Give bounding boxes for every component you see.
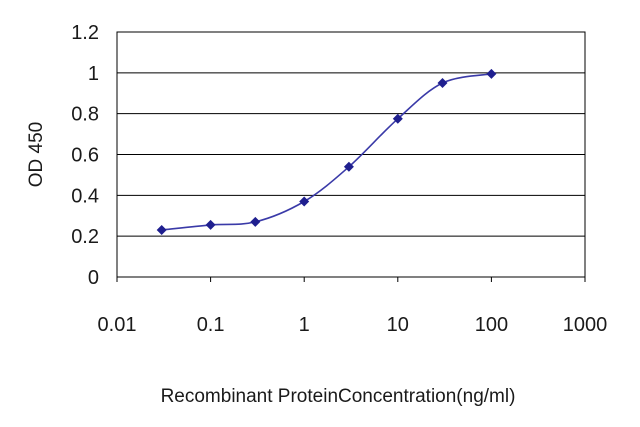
data-point-6 bbox=[437, 78, 448, 88]
y-tick-label-5: 1 bbox=[88, 63, 99, 85]
y-tick-label-3: 0.6 bbox=[71, 145, 99, 167]
y-tick-label-0: 0 bbox=[88, 267, 99, 289]
data-point-7 bbox=[486, 68, 497, 79]
data-point-2 bbox=[250, 216, 261, 227]
x-tick-label-2: 1 bbox=[299, 314, 310, 336]
series-line bbox=[161, 73, 492, 231]
data-point-4 bbox=[343, 161, 354, 172]
x-tick-marks bbox=[116, 277, 586, 282]
data-points bbox=[156, 68, 497, 235]
grid-lines bbox=[117, 72, 585, 237]
series-line-0 bbox=[161, 73, 492, 231]
data-point-1 bbox=[205, 219, 216, 230]
y-axis-title: OD 450 bbox=[26, 122, 47, 187]
y-tick-label-1: 0.2 bbox=[71, 226, 99, 248]
x-tick-label-1: 0.1 bbox=[197, 314, 225, 336]
x-tick-label-0: 0.01 bbox=[98, 314, 137, 336]
y-tick-label-2: 0.4 bbox=[71, 185, 99, 207]
x-tick-label-3: 10 bbox=[387, 314, 409, 336]
data-point-5 bbox=[392, 113, 403, 124]
x-tick-label-4: 100 bbox=[475, 314, 508, 336]
x-tick-label-5: 1000 bbox=[563, 314, 608, 336]
data-point-0 bbox=[156, 225, 167, 235]
y-tick-label-6: 1.2 bbox=[71, 22, 99, 44]
y-tick-labels: 0 0.2 0.4 0.6 0.8 1 1.2 bbox=[71, 22, 99, 289]
plot-area bbox=[116, 31, 586, 278]
data-point-3 bbox=[299, 196, 310, 207]
x-tick-labels: 0.01 0.1 1 10 100 1000 bbox=[98, 314, 608, 336]
x-axis-title: Recombinant ProteinConcentration(ng/ml) bbox=[161, 386, 516, 407]
y-tick-label-4: 0.8 bbox=[71, 104, 99, 126]
